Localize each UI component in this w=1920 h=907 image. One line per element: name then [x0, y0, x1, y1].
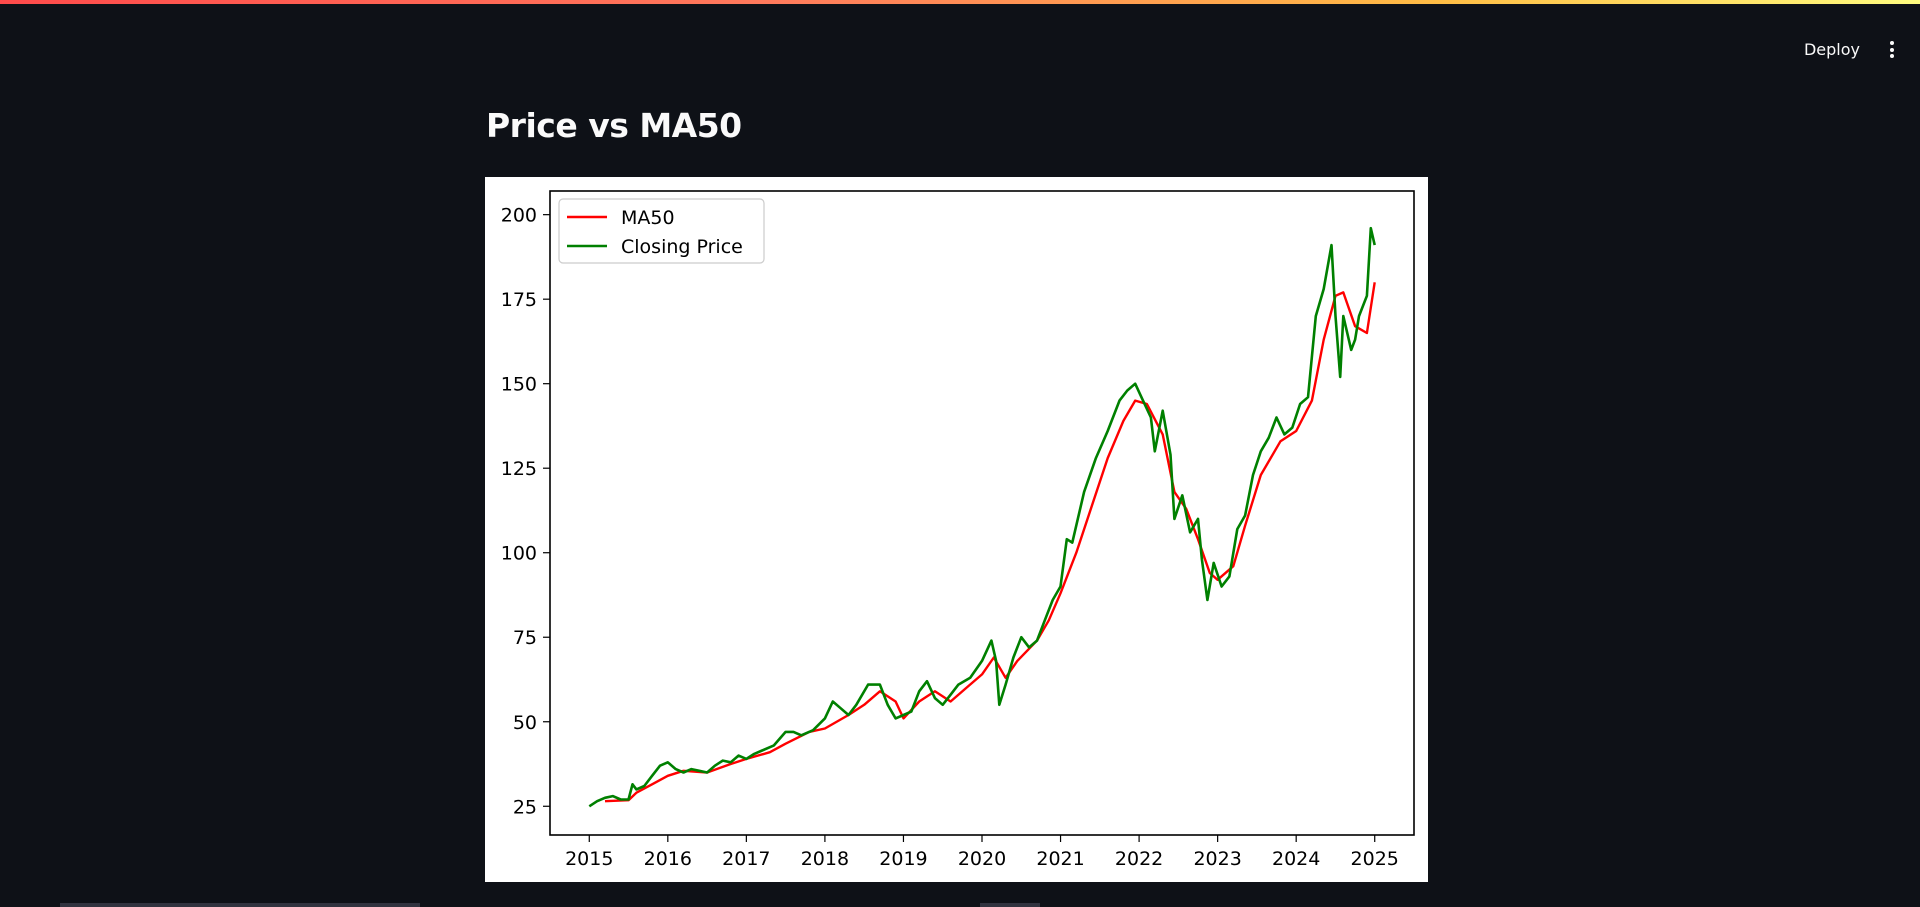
kebab-menu-icon[interactable]	[1888, 41, 1896, 58]
y-tick-label: 75	[513, 627, 537, 649]
price-chart: 2015 2016 2017 2018 2019 2020 2021 2022 2023 2024…	[485, 177, 1428, 882]
menu-dot	[1890, 47, 1894, 52]
x-tick-label: 2018	[801, 848, 849, 870]
x-tick-label: 2017	[722, 848, 770, 870]
scrollbar-track	[60, 903, 420, 907]
streamlit-decoration-bar	[0, 0, 1920, 4]
scrollbar-thumb	[980, 903, 1040, 907]
legend-label-ma50: MA50	[621, 207, 675, 229]
y-tick-label: 100	[501, 543, 537, 565]
x-tick-label: 2021	[1036, 848, 1084, 870]
x-tick-label: 2024	[1272, 848, 1320, 870]
y-tick-label: 125	[501, 458, 537, 480]
page-title: Price vs MA50	[486, 106, 742, 145]
x-tick-label: 2016	[644, 848, 692, 870]
y-tick-label: 25	[513, 796, 537, 818]
legend-label-closing-price: Closing Price	[621, 236, 743, 258]
chart-background	[485, 177, 1428, 882]
x-tick-label: 2022	[1115, 848, 1163, 870]
x-tick-label: 2023	[1193, 848, 1241, 870]
chart-image: 2015 2016 2017 2018 2019 2020 2021 2022 2023 2024…	[485, 177, 1428, 882]
legend-box	[558, 198, 765, 264]
series-line-closing-price	[588, 226, 1376, 808]
y-tick-label: 50	[513, 712, 537, 734]
menu-dot	[1890, 41, 1894, 45]
header-toolbar: Deploy	[1798, 36, 1896, 63]
y-tick-label: 200	[501, 205, 537, 227]
x-tick-label: 2019	[879, 848, 927, 870]
deploy-button[interactable]: Deploy	[1798, 36, 1866, 63]
y-tick-label: 175	[501, 289, 537, 311]
y-tick-label: 150	[501, 374, 537, 396]
x-tick-label: 2025	[1351, 848, 1399, 870]
x-tick-label: 2015	[565, 848, 613, 870]
x-tick-label: 2020	[958, 848, 1006, 870]
menu-dot	[1890, 54, 1894, 58]
